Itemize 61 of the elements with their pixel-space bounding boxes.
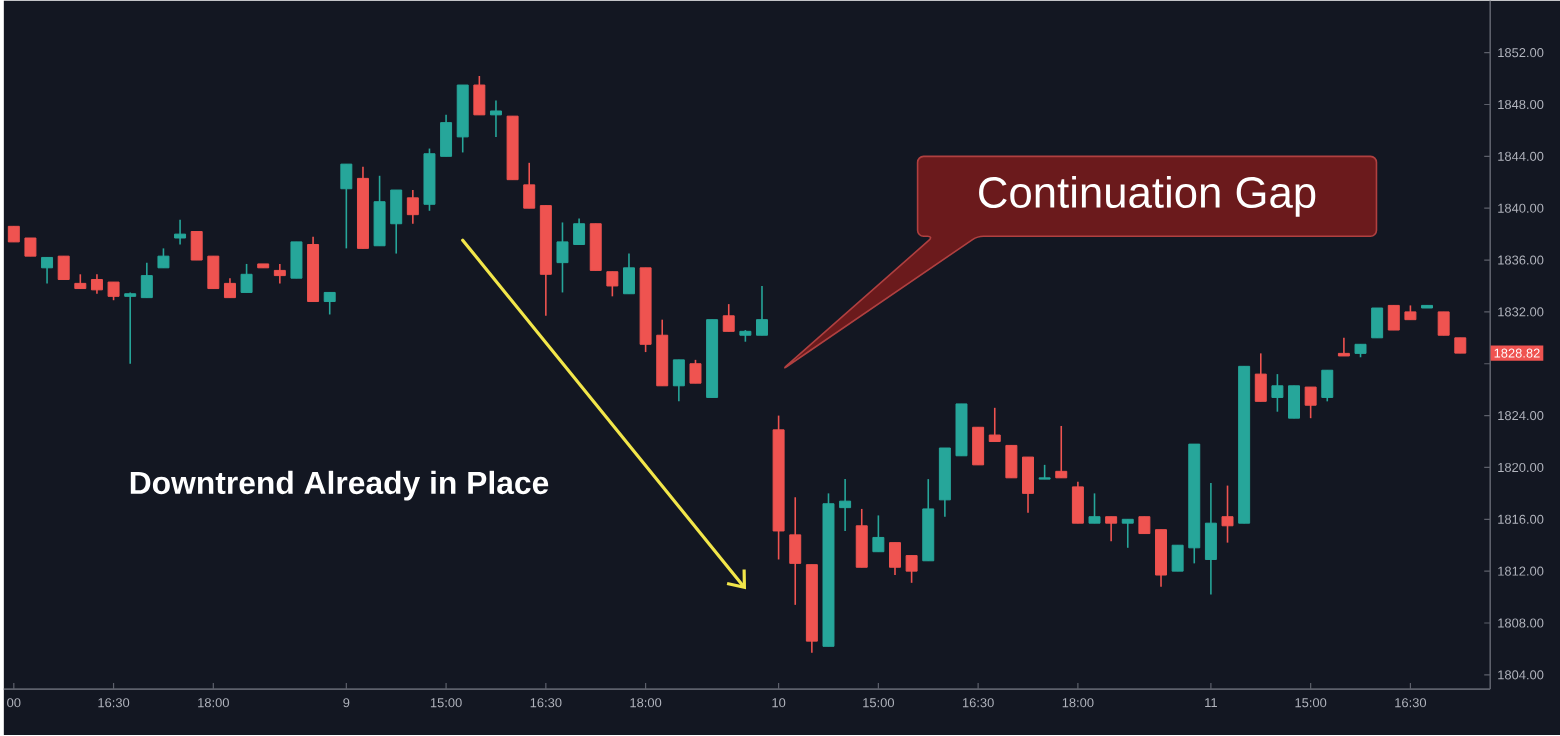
candlestick [174,219,187,246]
candlestick [1105,516,1118,543]
candlestick [1171,544,1184,573]
candlestick [90,274,103,296]
candlestick [722,303,735,333]
candlestick [340,163,353,250]
candlestick [689,359,702,385]
candlestick [190,231,203,262]
candlestick [1321,369,1334,403]
candlestick [1088,493,1101,525]
candlestick [473,75,486,117]
candlestick [24,237,37,258]
candlestick [1387,305,1400,332]
candlestick [622,253,635,296]
candlestick [573,218,586,246]
annotation: Downtrend Already in Place [130,471,549,501]
candlestick [1155,529,1167,588]
candlestick [323,292,336,316]
candlestick [789,496,802,607]
candlestick [839,478,852,533]
candlestick [1005,445,1018,480]
candlestick [140,262,153,299]
candlestick [240,263,253,294]
candlestick [1288,385,1301,420]
candlestick [107,281,120,302]
candlestick [988,407,1001,443]
candlestick [406,189,419,226]
candlestick [889,542,901,577]
candlestick [756,285,768,337]
candlestick [606,271,619,298]
candlestick [1022,456,1034,515]
candlestick [373,175,386,248]
candlestick [1254,353,1267,403]
candlestick [589,223,602,272]
candlestick [390,189,403,255]
candlestick [273,263,286,285]
candlestick [556,222,569,294]
candlestick [872,515,885,553]
candlestick [1304,386,1317,420]
candlestick [1371,307,1384,340]
candlestick [489,100,502,139]
candlestick [672,359,685,403]
candlestick [290,241,303,280]
candlestick [523,162,536,210]
candlestick [1121,519,1134,550]
candlestick [1204,482,1217,596]
candlestick [855,508,868,569]
annotation: Continuation Gap [979,176,1316,218]
candlestick [1271,373,1284,413]
candlestick [1437,311,1450,337]
candlestick [124,292,137,366]
candlestick [1071,481,1084,525]
candlestick [440,114,453,158]
candlestick [1221,485,1234,544]
candlestick [1337,337,1350,358]
candlestick [972,426,985,467]
candlestick [1055,425,1068,480]
candlestick [207,255,220,290]
candlestick [57,255,70,281]
candlestick [905,555,918,585]
candlestick [41,257,54,285]
